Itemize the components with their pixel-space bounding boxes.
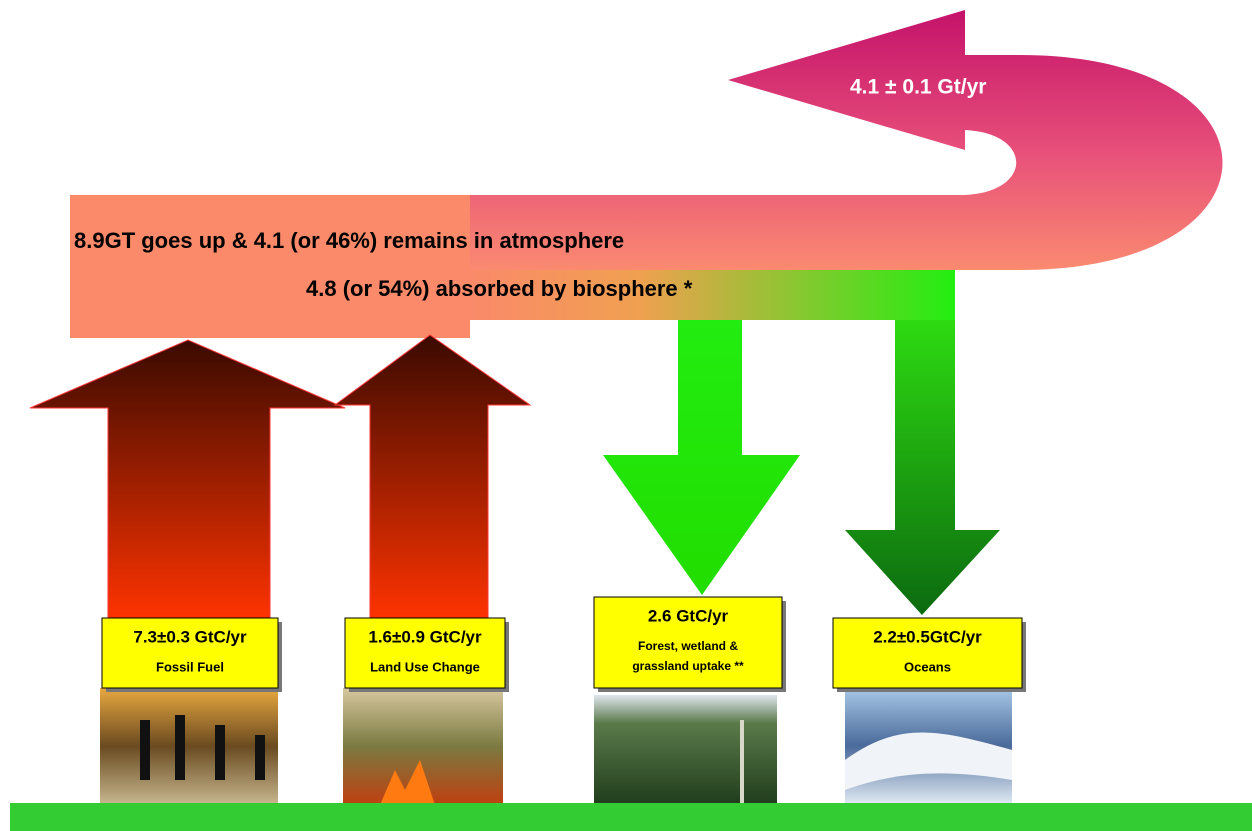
box-label-line: Forest, wetland & <box>638 639 738 653</box>
box-rate: 2.6 GtC/yr <box>648 606 729 625</box>
box-rate: 1.6±0.9 GtC/yr <box>368 627 482 646</box>
photo-fossil <box>100 688 278 805</box>
photo-landuse <box>343 688 503 805</box>
box-rate: 7.3±0.3 GtC/yr <box>133 627 247 646</box>
box-label: Land Use Change <box>370 659 480 674</box>
box-rate: 2.2±0.5GtC/yr <box>873 627 982 646</box>
box-label: Fossil Fuel <box>156 659 224 674</box>
arrow-fossil <box>30 340 345 620</box>
photo-forest <box>594 695 777 808</box>
carbon-diagram: 4.1 ± 0.1 Gt/yr 8.9GT goes up & 4.1 (or … <box>0 0 1252 831</box>
photo-ocean <box>845 688 1012 803</box>
ground <box>10 803 1252 831</box>
return-flow-label: 4.1 ± 0.1 Gt/yr <box>850 76 986 99</box>
arrow-oceans <box>845 270 1000 615</box>
arrow-forest <box>603 300 800 595</box>
summary-line: 8.9GT goes up & 4.1 (or 46%) remains in … <box>74 228 624 253</box>
box-label: Oceans <box>904 659 951 674</box>
emission-band <box>70 195 470 338</box>
box-label-line: grassland uptake ** <box>632 659 744 673</box>
arrow-landuse <box>335 335 530 620</box>
summary-line: 4.8 (or 54%) absorbed by biosphere * <box>306 276 693 301</box>
